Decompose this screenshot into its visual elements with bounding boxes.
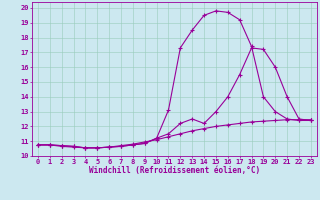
X-axis label: Windchill (Refroidissement éolien,°C): Windchill (Refroidissement éolien,°C) — [89, 166, 260, 175]
